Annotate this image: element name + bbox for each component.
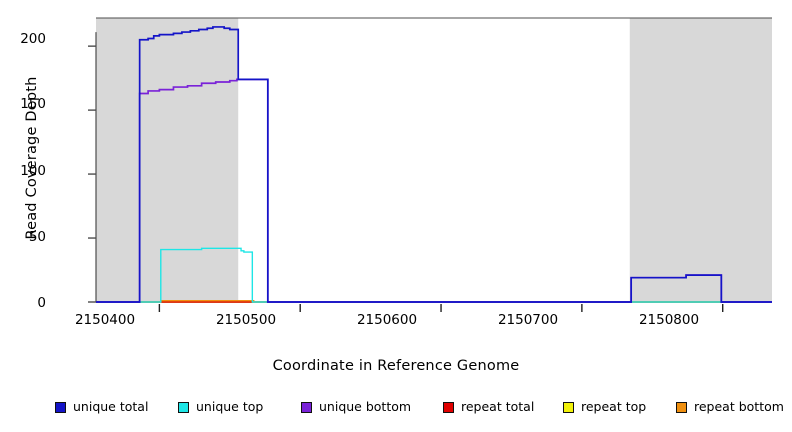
series-unique-total — [96, 26, 772, 303]
legend-swatch-repeat-top — [563, 401, 574, 413]
x-tick-label-2150800: 2150800 — [638, 312, 700, 328]
legend-label-unique-total: unique total — [73, 398, 149, 414]
y-tick-label-200: 200 — [20, 31, 46, 47]
series-layer — [96, 26, 772, 303]
legend-label-unique-bottom: unique bottom — [319, 398, 412, 414]
legend-label-unique-top: unique top — [196, 398, 264, 414]
shaded-region-repeat-region-left — [96, 18, 239, 302]
shaded-regions-layer — [96, 18, 772, 302]
x-tick-label-2150600: 2150600 — [356, 312, 418, 328]
legend-swatch-repeat-bottom — [676, 401, 687, 413]
legend-item-unique-top[interactable]: unique top — [178, 398, 263, 416]
x-tick-label-2150700: 2150700 — [497, 312, 559, 328]
legend-label-repeat-bottom: repeat bottom — [694, 398, 784, 414]
y-tick-label-50: 50 — [28, 229, 46, 245]
legend-swatch-unique-total — [55, 401, 66, 413]
shaded-region-repeat-region-right — [629, 18, 772, 302]
y-tick-label-0: 0 — [37, 295, 46, 311]
y-tick-label-100: 100 — [20, 163, 46, 179]
legend-label-repeat-top: repeat top — [581, 398, 647, 414]
x-axis-title: Coordinate in Reference Genome — [272, 358, 520, 374]
legend-swatch-repeat-total — [443, 401, 454, 413]
legend-item-unique-total[interactable]: unique total — [55, 398, 148, 416]
legend-item-repeat-total[interactable]: repeat total — [443, 398, 534, 416]
x-tick-label-2150500: 2150500 — [215, 312, 277, 328]
legend-label-repeat-total: repeat total — [461, 398, 535, 414]
series-unique-top — [96, 247, 772, 303]
legend-swatch-unique-bottom — [301, 401, 312, 413]
chart-legend: unique total unique top unique bottom re… — [0, 398, 792, 418]
y-tick-label-150: 150 — [20, 96, 46, 112]
x-tick-label-2150400: 2150400 — [74, 312, 136, 328]
legend-item-repeat-top[interactable]: repeat top — [563, 398, 646, 416]
legend-swatch-unique-top — [178, 401, 189, 413]
legend-item-unique-bottom[interactable]: unique bottom — [301, 398, 411, 416]
legend-item-repeat-bottom[interactable]: repeat bottom — [676, 398, 784, 416]
